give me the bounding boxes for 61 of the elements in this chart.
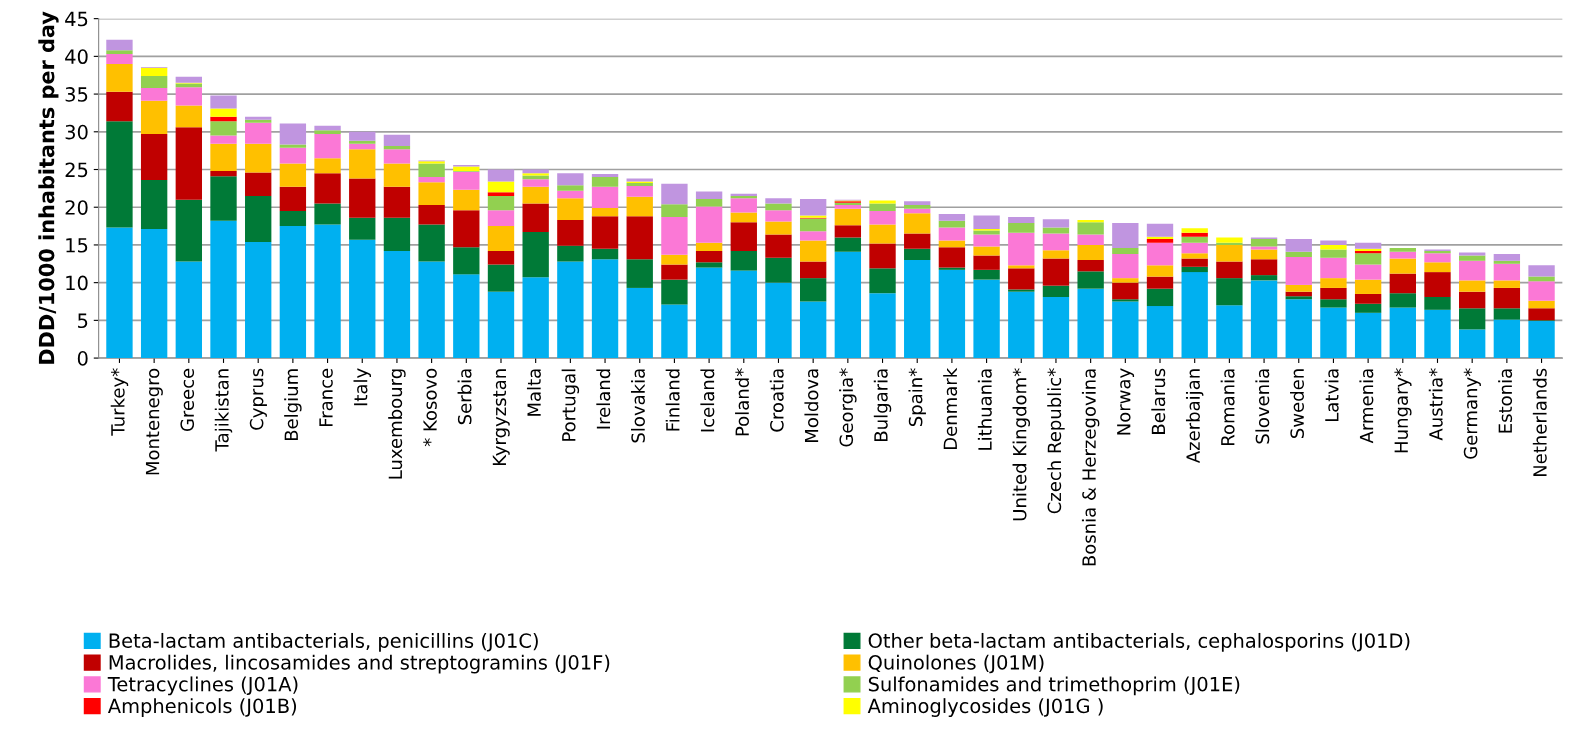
x-tick-label: Spain* xyxy=(908,368,926,427)
x-tick-label: Azerbaijan xyxy=(1185,369,1204,464)
y-tick-label: 10 xyxy=(66,275,88,291)
legend-label: Tetracyclines (J01A) xyxy=(107,676,298,696)
x-tick-label: France xyxy=(319,368,333,427)
x-tick-label: Slovenia xyxy=(1255,369,1270,444)
x-tick-label: Tajikistan xyxy=(214,369,233,452)
x-tick-label: Poland* xyxy=(735,368,750,436)
x-tick-label: Norway xyxy=(1117,368,1135,435)
x-tick-label: * Kosovo xyxy=(423,368,437,447)
y-tick-label: 15 xyxy=(66,238,88,253)
x-tick-label: Greece xyxy=(180,368,195,432)
x-tick-label: Montenegro xyxy=(145,368,163,475)
x-tick-label: Moldova xyxy=(804,369,819,442)
y-tick-label: 30 xyxy=(65,124,88,140)
x-tick-label: Cyprus xyxy=(249,368,267,430)
x-tick-label: Turkey* xyxy=(110,368,129,436)
y-tick-label: 35 xyxy=(65,87,88,102)
x-tick-label: Serbia xyxy=(457,369,472,425)
legend-label: Quinolones (J01M) xyxy=(868,654,1044,674)
legend-label: Other beta-lactam antibacterials, cephalosporins (J01D) xyxy=(868,632,1410,652)
x-tick-label: Finland xyxy=(665,369,680,431)
x-tick-label: Romania xyxy=(1220,369,1235,445)
x-tick-label: Italy xyxy=(353,368,371,406)
x-tick-label: Croatia xyxy=(769,369,784,432)
x-tick-label: Czech Republic* xyxy=(1047,368,1065,514)
y-tick-label: 5 xyxy=(78,313,88,329)
x-tick-label: Iceland xyxy=(700,369,715,432)
y-tick-label: 40 xyxy=(65,49,88,65)
x-tick-label: Luxembourg xyxy=(388,369,406,479)
x-tick-label: Belgium xyxy=(284,369,302,441)
x-tick-label: Portugal xyxy=(561,369,580,441)
x-tick-label: Malta xyxy=(526,369,541,416)
x-tick-label: Germany* xyxy=(1463,368,1481,459)
x-tick-label: Belarus xyxy=(1151,368,1166,434)
y-axis-title: DDD/1000 inhabitants per day xyxy=(38,11,59,364)
x-tick-label: Latvia xyxy=(1324,369,1339,421)
y-tick-label: 0 xyxy=(77,351,88,366)
x-tick-label: Armenia xyxy=(1359,369,1374,444)
y-tick-label: 20 xyxy=(65,200,88,215)
y-tick-label: 25 xyxy=(65,162,88,178)
x-tick-label: Kyrgyzstan xyxy=(492,369,510,465)
x-tick-label: Ireland xyxy=(596,369,611,429)
legend-label: Macrolides, lincosamides and streptogramins (J01F) xyxy=(109,654,610,674)
x-tick-label: Lithuania xyxy=(977,369,992,450)
legend-label: Beta-lactam antibacterials, penicillins (J01C) xyxy=(109,632,538,652)
x-tick-label: Slovakia xyxy=(631,369,645,443)
y-tick-label: 45 xyxy=(65,11,88,27)
x-tick-label: Austria* xyxy=(1428,368,1443,441)
x-tick-label: Georgia* xyxy=(839,368,857,447)
x-tick-label: Estonia xyxy=(1498,369,1513,433)
x-tick-label: Bosnia & Herzegovina xyxy=(1081,369,1100,566)
legend-label: Aminoglycosides (J01G ) xyxy=(867,698,1103,717)
legend-label: Sulfonamides and trimethoprim (J01E) xyxy=(868,676,1240,696)
legend-label: Amphenicols (J01B) xyxy=(107,698,297,717)
x-tick-label: Hungary* xyxy=(1394,368,1412,453)
x-tick-label: Sweden xyxy=(1290,369,1304,438)
x-tick-label: Netherlands xyxy=(1532,368,1547,477)
x-tick-label: Denmark xyxy=(943,367,958,450)
x-tick-label: United Kingdom* xyxy=(1012,368,1031,521)
x-tick-label: Bulgaria xyxy=(873,369,892,441)
